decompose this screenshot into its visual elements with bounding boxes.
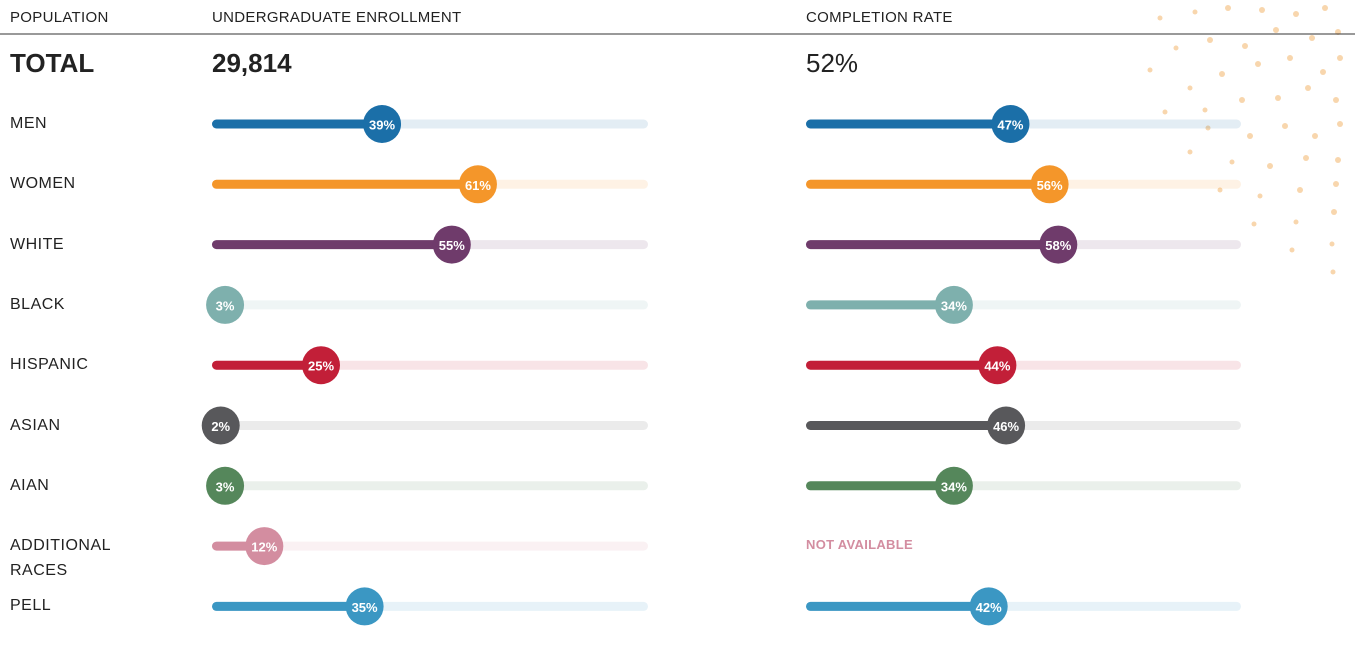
row-label: ADDITIONAL RACES <box>10 533 120 583</box>
completion-header: COMPLETION RATE <box>806 9 953 26</box>
value-label: 12% <box>251 540 277 555</box>
value-label: 34% <box>941 479 967 494</box>
row-label: AIAN <box>10 473 120 498</box>
row-label: WOMEN <box>10 171 120 196</box>
bar <box>212 602 365 611</box>
bar <box>806 361 997 370</box>
row-label: MEN <box>10 111 120 136</box>
bar <box>806 602 989 611</box>
bar <box>806 421 1006 430</box>
bar <box>212 120 382 129</box>
total-completion: 52% <box>806 48 858 79</box>
row-label: BLACK <box>10 292 120 317</box>
value-label: 3% <box>216 479 235 494</box>
bar <box>806 180 1050 189</box>
population-header: POPULATION <box>10 9 109 26</box>
bar <box>212 180 478 189</box>
value-label: 3% <box>216 298 235 313</box>
value-label: 47% <box>997 118 1023 133</box>
value-label: 34% <box>941 298 967 313</box>
value-label: 46% <box>993 419 1019 434</box>
total-label: TOTAL <box>10 48 94 79</box>
bar <box>806 300 954 309</box>
bar <box>806 240 1058 249</box>
total-enrollment: 29,814 <box>212 48 292 79</box>
value-label: 58% <box>1045 238 1071 253</box>
row-label: WHITE <box>10 232 120 257</box>
infographic: 39% 47% 61% 56% 55% 58% 3% 34% 25% 44% 2% 46% 3% 34% 1… <box>0 0 1355 646</box>
row-label: ASIAN <box>10 413 120 438</box>
value-label: 35% <box>352 600 378 615</box>
value-label: 39% <box>369 118 395 133</box>
enrollment-header: UNDERGRADUATE ENROLLMENT <box>212 9 461 26</box>
value-label: 61% <box>465 178 491 193</box>
decorative-dots <box>1148 5 1344 275</box>
bar <box>806 481 954 490</box>
value-label: 44% <box>984 359 1010 374</box>
track <box>212 300 648 309</box>
chart: 39% 47% 61% 56% 55% 58% 3% 34% 25% 44% 2% 46% 3% 34% 1… <box>0 0 1355 646</box>
row-label: HISPANIC <box>10 352 120 377</box>
track <box>212 481 648 490</box>
row-label: PELL <box>10 593 120 618</box>
value-label: 55% <box>439 238 465 253</box>
value-label: 56% <box>1037 178 1063 193</box>
not-available: NOT AVAILABLE <box>806 537 913 552</box>
value-label: 25% <box>308 359 334 374</box>
value-label: 42% <box>976 600 1002 615</box>
bar <box>806 120 1010 129</box>
bar <box>212 240 452 249</box>
track <box>212 421 648 430</box>
value-label: 2% <box>211 419 230 434</box>
